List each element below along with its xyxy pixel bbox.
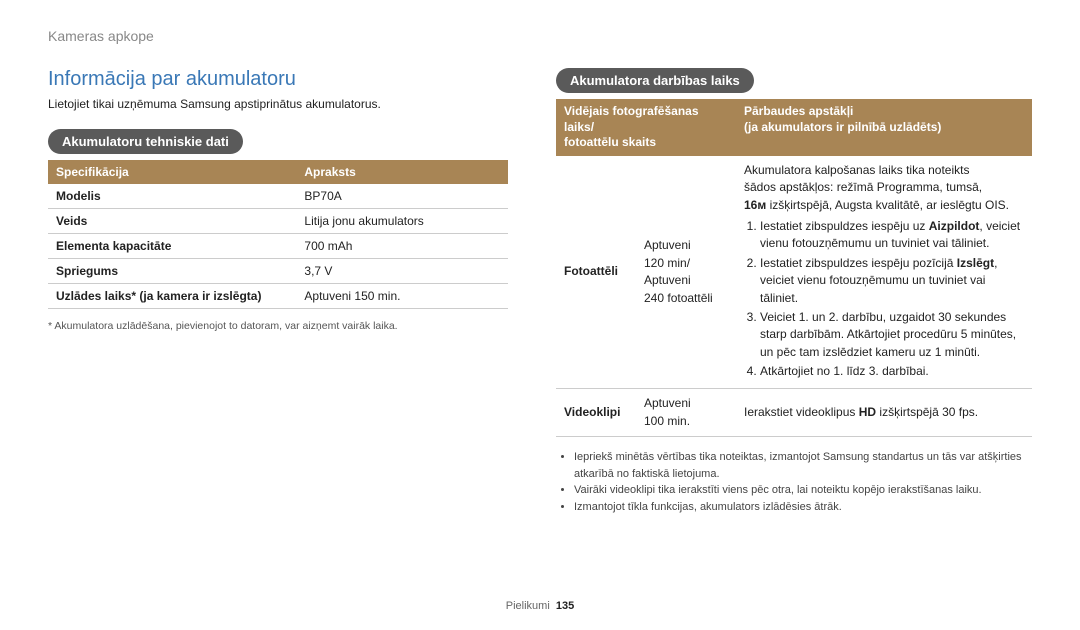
intro-text: Lietojiet tikai uzņēmuma Samsung apstipr… [48, 97, 508, 111]
video-time-l1: Aptuveni [644, 396, 691, 410]
spec-footnote: * Akumulatora uzlādēšana, pievienojot to… [48, 319, 508, 334]
spec-label: Elementa kapacitāte [48, 234, 296, 259]
list-item: Izmantojot tīkla funkcijas, akumulators … [574, 499, 1032, 516]
photo-row-label: Fotoattēli [556, 156, 636, 389]
spec-label: Spriegums [48, 259, 296, 284]
spec-value: 3,7 V [296, 259, 508, 284]
table-row: Videoklipi Aptuveni 100 min. Ierakstiet … [556, 389, 1032, 437]
photo-steps: Iestatiet zibspuldzes iespēju uz Aizpild… [744, 218, 1024, 381]
spec-label: Uzlādes laiks* (ja kamera ir izslēgta) [48, 284, 296, 309]
photo-cond-l1: Akumulatora kalpošanas laiks tika noteik… [744, 163, 969, 177]
photo-cond-l2: šādos apstākļos: režīmā Programma, tumsā… [744, 180, 982, 194]
table-row: Uzlādes laiks* (ja kamera ir izslēgta) A… [48, 284, 508, 309]
page-title: Informācija par akumulatoru [48, 68, 508, 91]
table-row: Modelis BP70A [48, 184, 508, 209]
right-column: Akumulatora darbības laiks Vidējais foto… [556, 68, 1032, 515]
spec-value: Aptuveni 150 min. [296, 284, 508, 309]
op-header-col1-l1: Vidējais fotografēšanas laiks/ [564, 104, 699, 134]
spec-header-col1: Specifikācija [48, 160, 296, 184]
content-columns: Informācija par akumulatoru Lietojiet ti… [48, 68, 1032, 515]
video-time-l2: 100 min. [644, 414, 690, 428]
video-row-label: Videoklipi [556, 389, 636, 437]
photo-time-l3: Aptuveni [644, 273, 691, 287]
step-text: Iestatiet zibspuldzes iespēju uz [760, 219, 929, 233]
photo-time-l2: 120 min/ [644, 256, 690, 270]
spec-value: 700 mAh [296, 234, 508, 259]
photo-conditions: Akumulatora kalpošanas laiks tika noteik… [736, 156, 1032, 389]
footer-section-label: Pielikumi [506, 600, 550, 612]
table-row: Veids Litija jonu akumulators [48, 209, 508, 234]
page-number: 135 [556, 600, 574, 612]
hd-icon: HD [859, 405, 876, 419]
video-time: Aptuveni 100 min. [636, 389, 736, 437]
spec-table: Specifikācija Apraksts Modelis BP70A Vei… [48, 160, 508, 309]
spec-section-title: Akumulatoru tehniskie dati [48, 129, 243, 154]
op-header-col2: Pārbaudes apstākļi (ja akumulators ir pi… [736, 99, 1032, 156]
video-cond-b: izšķirtspējā 30 fps. [876, 405, 978, 419]
op-header-col2-l2: (ja akumulators ir pilnībā uzlādēts) [744, 120, 941, 134]
table-row: Elementa kapacitāte 700 mAh [48, 234, 508, 259]
step-bold: Izslēgt [957, 256, 994, 270]
spec-value: Litija jonu akumulators [296, 209, 508, 234]
spec-header-col2: Apraksts [296, 160, 508, 184]
photo-time: Aptuveni 120 min/ Aptuveni 240 fotoattēl… [636, 156, 736, 389]
list-item: Iestatiet zibspuldzes iespēju uz Aizpild… [760, 218, 1024, 253]
spec-value: BP70A [296, 184, 508, 209]
page-footer: Pielikumi 135 [0, 600, 1080, 612]
op-section-title: Akumulatora darbības laiks [556, 68, 754, 93]
video-conditions: Ierakstiet videoklipus HD izšķirtspējā 3… [736, 389, 1032, 437]
list-item: Veiciet 1. un 2. darbību, uzgaidot 30 se… [760, 309, 1024, 361]
breadcrumb: Kameras apkope [48, 28, 1032, 44]
op-header-col1-l2: fotoattēlu skaits [564, 135, 656, 149]
step-text: Iestatiet zibspuldzes iespēju pozīcijā [760, 256, 957, 270]
table-row: Fotoattēli Aptuveni 120 min/ Aptuveni 24… [556, 156, 1032, 389]
table-row: Spriegums 3,7 V [48, 259, 508, 284]
op-header-col2-l1: Pārbaudes apstākļi [744, 104, 853, 118]
left-column: Informācija par akumulatoru Lietojiet ti… [48, 68, 508, 515]
resolution-icon: 16ᴍ [744, 198, 766, 212]
video-cond-a: Ierakstiet videoklipus [744, 405, 859, 419]
list-item: Iepriekš minētās vērtības tika noteiktas… [574, 449, 1032, 482]
photo-time-l4: 240 fotoattēli [644, 291, 713, 305]
op-header-col1: Vidējais fotografēšanas laiks/ fotoattēl… [556, 99, 736, 156]
operating-time-table: Vidējais fotografēšanas laiks/ fotoattēl… [556, 99, 1032, 437]
spec-label: Modelis [48, 184, 296, 209]
list-item: Atkārtojiet no 1. līdz 3. darbībai. [760, 363, 1024, 380]
photo-cond-l3: izšķirtspējā, Augsta kvalitātē, ar ieslē… [766, 198, 1009, 212]
list-item: Iestatiet zibspuldzes iespēju pozīcijā I… [760, 255, 1024, 307]
notes-list: Iepriekš minētās vērtības tika noteiktas… [556, 449, 1032, 515]
photo-time-l1: Aptuveni [644, 238, 691, 252]
step-bold: Aizpildot [929, 219, 980, 233]
list-item: Vairāki videoklipi tika ierakstīti viens… [574, 482, 1032, 499]
spec-label: Veids [48, 209, 296, 234]
